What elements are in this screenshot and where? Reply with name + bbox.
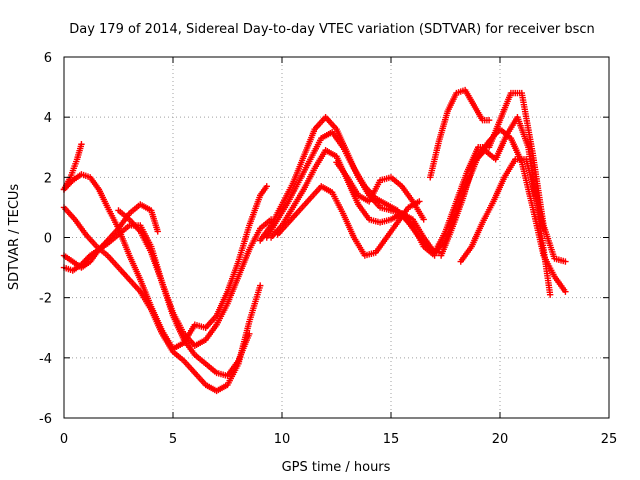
x-tick-label: 0 xyxy=(60,432,68,447)
series-satellite-pass-14 xyxy=(431,89,569,265)
data-point-marker xyxy=(562,258,569,265)
data-point-marker xyxy=(485,116,493,124)
y-tick-label: 0 xyxy=(44,232,52,247)
data-point-marker xyxy=(420,216,427,223)
y-tick-label: -2 xyxy=(39,292,52,307)
data-point-marker xyxy=(246,330,253,337)
data-point-marker xyxy=(540,225,547,232)
x-tick-label: 20 xyxy=(492,432,509,447)
series-satellite-pass-8 xyxy=(263,129,443,256)
series-satellite-pass-2 xyxy=(60,141,85,193)
x-tick-label: 25 xyxy=(601,432,618,447)
series-satellite-pass-6 xyxy=(115,207,275,349)
y-tick-label: 6 xyxy=(44,51,52,66)
data-point-marker xyxy=(78,141,85,148)
x-tick-label: 10 xyxy=(274,432,291,447)
series-satellite-pass-10 xyxy=(274,183,423,259)
y-tick-label: -4 xyxy=(39,352,52,367)
series-satellite-pass-16 xyxy=(457,156,547,265)
y-tick-label: 4 xyxy=(44,111,52,126)
series-satellite-pass-13 xyxy=(427,86,493,181)
data-point-marker xyxy=(562,288,569,295)
data-point-marker xyxy=(257,282,264,289)
series-satellite-pass-4 xyxy=(60,201,161,271)
axis-ticks: 0 5 10 15 20 25 -6 -4 -2 0 2 4 6 xyxy=(39,51,617,447)
chart-title: Day 179 of 2014, Sidereal Day-to-day VTE… xyxy=(69,22,595,37)
y-tick-label: -6 xyxy=(39,412,52,427)
x-axis-label: GPS time / hours xyxy=(282,460,391,475)
data-point-marker xyxy=(154,228,161,235)
y-tick-label: 2 xyxy=(44,171,52,186)
x-tick-label: 15 xyxy=(383,432,400,447)
data-point-marker xyxy=(263,183,270,190)
data-point-marker xyxy=(416,198,423,205)
series-satellite-pass-11 xyxy=(333,159,427,223)
y-axis-label: SDTVAR / TECUs xyxy=(7,184,22,291)
x-tick-label: 5 xyxy=(169,432,177,447)
data-point-marker xyxy=(546,291,554,298)
data-points xyxy=(60,86,569,395)
